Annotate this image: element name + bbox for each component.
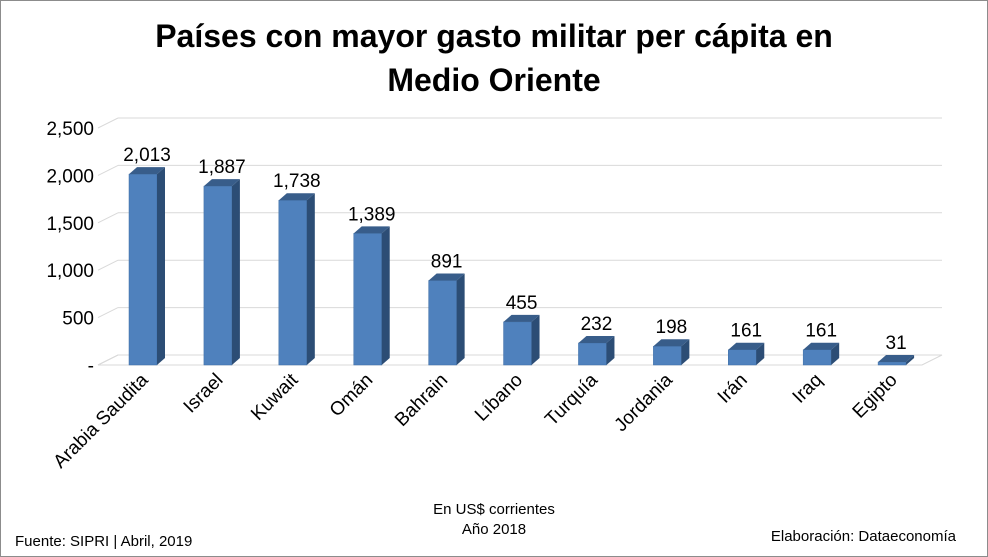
bar (278, 199, 308, 366)
bar (653, 345, 682, 366)
bar-group (503, 314, 540, 366)
bar-side (606, 336, 615, 365)
bar-group (203, 179, 240, 366)
gridline-side (97, 164, 119, 176)
bar-side (306, 193, 315, 365)
data-label: 161 (805, 321, 837, 342)
gridline-side (97, 212, 119, 224)
data-label: 1,389 (348, 204, 396, 225)
bar-side (531, 314, 540, 365)
data-label: 161 (730, 321, 762, 342)
bar-top (728, 342, 765, 350)
x-tick-label: Jordania (611, 369, 678, 436)
units-note-line-2: Año 2018 (461, 521, 527, 538)
bar-top (803, 342, 840, 350)
bar-side (231, 179, 240, 365)
bar-top (653, 339, 690, 347)
bar-group (802, 342, 840, 366)
x-tick-label: Israel (180, 370, 228, 418)
source-note: Fuente: SIPRI | Abril, 2019 (15, 533, 193, 550)
bar-group (428, 273, 465, 366)
bar (353, 233, 382, 366)
data-label: 31 (886, 333, 907, 354)
bar-side (381, 226, 390, 365)
x-tick-label: Líbano (471, 370, 527, 426)
bar-side (157, 167, 165, 365)
data-label: 1,887 (198, 157, 246, 178)
bar-top (353, 226, 390, 234)
data-label: 2,013 (123, 145, 171, 166)
y-tick-label: 1,500 (46, 214, 94, 235)
bar-group (128, 167, 165, 366)
bar-group (877, 355, 915, 366)
bar (877, 361, 907, 366)
units-note-line-1: En US$ corrientes (433, 501, 555, 518)
bar-group (578, 336, 615, 366)
gridline-side (97, 307, 119, 319)
bar-top (203, 179, 240, 187)
bar-top (129, 167, 165, 175)
x-tick-label: Omán (326, 370, 377, 421)
bar-top (428, 273, 465, 281)
x-tick-label: Kuwait (247, 369, 303, 425)
bar-side (681, 339, 690, 365)
bar (578, 342, 607, 366)
gridline-side (97, 354, 119, 366)
chart-title-line-2: Medio Oriente (387, 62, 601, 98)
gridline-side (97, 117, 119, 129)
bar-side (456, 273, 465, 365)
bar-group (653, 339, 690, 366)
x-tick-label: Turquía (541, 369, 602, 430)
bar-top (578, 336, 615, 344)
x-tick-label: Iraq (789, 370, 827, 408)
chart-title: Países con mayor gasto militar per cápit… (0, 14, 988, 102)
bar-top (278, 193, 315, 201)
bar-side (756, 342, 765, 365)
gridline-side (97, 259, 119, 271)
bar (802, 349, 832, 366)
x-tick-label: Irán (714, 370, 752, 408)
bar-group (278, 193, 315, 366)
bar (428, 280, 457, 366)
data-label: 198 (656, 317, 688, 338)
credit-note: Elaboración: Dataeconomía (770, 528, 956, 545)
x-tick-label: Arabia Saudita (50, 369, 153, 472)
bar-top (878, 355, 915, 363)
bar (128, 173, 158, 366)
bar-group (353, 226, 390, 366)
y-tick-label: - (88, 356, 94, 377)
y-tick-label: 2,500 (46, 119, 94, 140)
bar-top (503, 314, 540, 322)
data-label: 891 (431, 252, 463, 273)
bar (203, 185, 233, 366)
bar-side (831, 342, 840, 365)
bar (728, 349, 757, 366)
data-label: 232 (581, 314, 613, 335)
bar-side (906, 355, 915, 365)
y-tick-label: 1,000 (46, 261, 94, 282)
x-tick-label: Egipto (849, 370, 902, 423)
x-tick-label: Bahrain (391, 370, 452, 431)
y-tick-label: 500 (62, 309, 94, 330)
units-note: En US$ corrientes Año 2018 (0, 500, 988, 540)
y-tick-label: 2,000 (46, 166, 94, 187)
bar (503, 321, 532, 366)
data-label: 1,738 (273, 171, 321, 192)
chart-title-line-1: Países con mayor gasto militar per cápit… (155, 18, 833, 54)
data-label: 455 (506, 293, 538, 314)
bar-group (728, 342, 765, 366)
